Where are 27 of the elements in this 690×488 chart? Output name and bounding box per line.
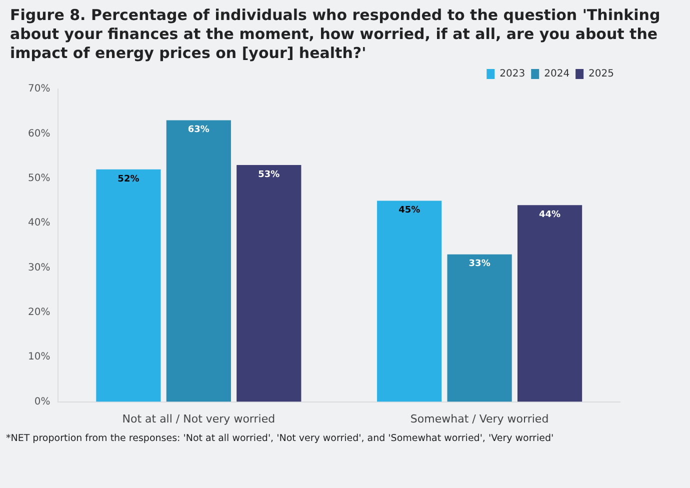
bar xyxy=(377,200,442,402)
y-tick-label: 50% xyxy=(28,172,50,184)
data-label: 44% xyxy=(539,210,561,220)
x-tick-label: Somewhat / Very worried xyxy=(410,412,549,426)
bar xyxy=(96,169,161,402)
legend-label: 2024 xyxy=(544,68,570,80)
y-tick-label: 60% xyxy=(28,128,50,140)
bar xyxy=(447,254,512,402)
y-tick-label: 40% xyxy=(28,218,50,229)
y-tick-label: 30% xyxy=(28,262,50,274)
legend-label: 2025 xyxy=(588,68,614,80)
chart-title: Figure 8. Percentage of individuals who responded to the question 'Thinking about your finances at the moment, how worried, if at all, are you about the impact of energy prices on [your] health?' xyxy=(9,5,662,63)
text: *NET proportion from the responses: 'Not at all worried', 'Not very worried', and 'Somewhat worried', 'Very worried' xyxy=(5,432,555,446)
y-tick-label: 70% xyxy=(28,84,50,95)
data-label: 63% xyxy=(188,125,210,136)
bar xyxy=(517,205,582,402)
bar xyxy=(166,120,231,402)
data-label: 53% xyxy=(258,170,280,180)
y-tick-label: 10% xyxy=(28,352,50,363)
y-tick-label: 0% xyxy=(34,396,50,408)
x-tick-label: Not at all / Not very worried xyxy=(122,412,276,426)
y-tick-label: 20% xyxy=(28,307,50,318)
bar xyxy=(236,164,302,402)
data-label: 45% xyxy=(398,206,420,216)
data-label: 52% xyxy=(118,174,140,184)
legend-label: 2023 xyxy=(500,68,526,80)
data-label: 33% xyxy=(468,259,490,270)
